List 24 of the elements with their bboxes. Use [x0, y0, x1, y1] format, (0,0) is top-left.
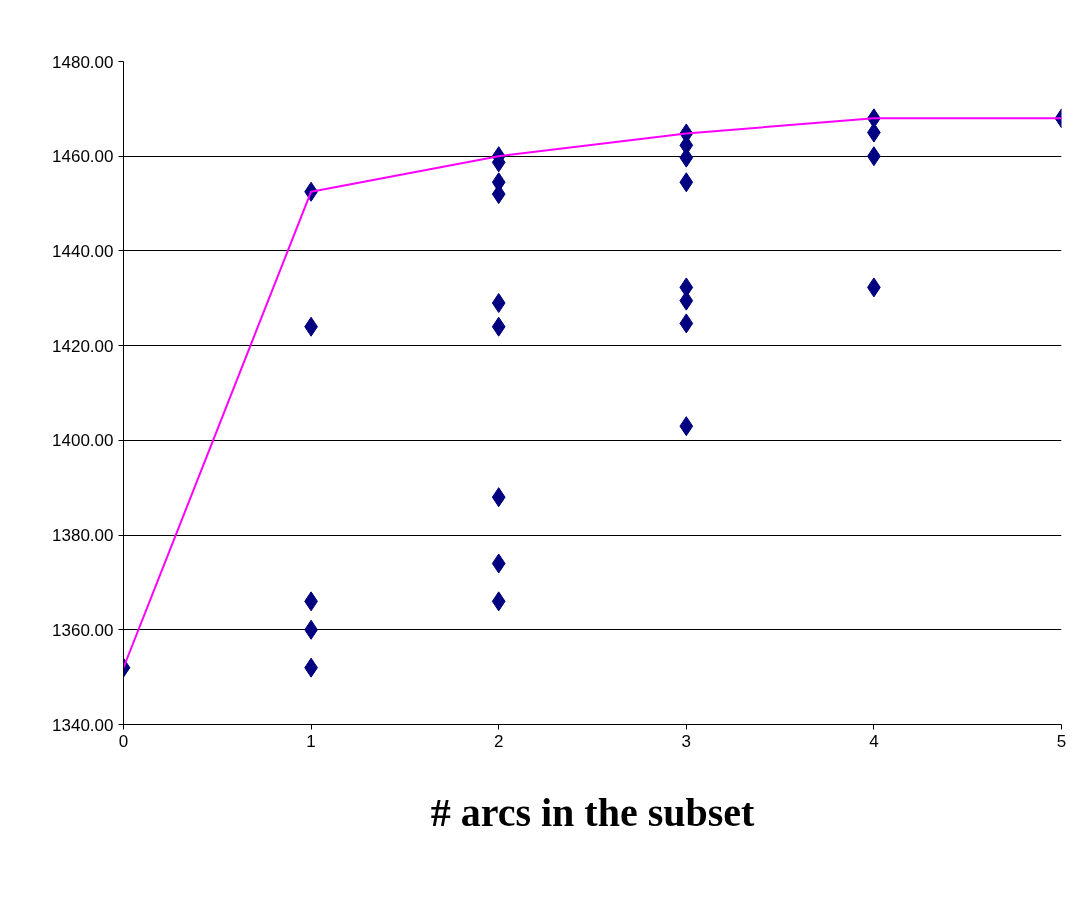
y-tick-label: 1440.00 [52, 241, 114, 261]
y-tick-label: 1380.00 [52, 526, 114, 546]
x-tick-label: 2 [493, 731, 504, 751]
point [491, 487, 506, 508]
point [679, 172, 694, 193]
y-tick-label: 1420.00 [52, 336, 114, 356]
y-tick-label: 1360.00 [52, 620, 114, 640]
point [679, 313, 694, 334]
x-tick-label: 5 [1056, 731, 1067, 751]
point [491, 591, 506, 612]
y-tick-label: 1340.00 [52, 715, 114, 735]
point [679, 416, 694, 437]
y-tick-label: 1480.00 [52, 52, 114, 72]
x-axis-title: # arcs in the subset [430, 789, 756, 835]
point [491, 293, 506, 314]
x-tick-label: 1 [306, 731, 316, 751]
x-tick-label: 0 [118, 731, 129, 751]
y-tick-label: 1400.00 [52, 431, 114, 451]
point [679, 290, 694, 311]
x-tick-label: 3 [681, 731, 692, 751]
point [491, 316, 506, 337]
point [491, 553, 506, 574]
x-tick-label: 4 [869, 731, 879, 751]
y-tick-label: 1460.00 [52, 147, 114, 167]
